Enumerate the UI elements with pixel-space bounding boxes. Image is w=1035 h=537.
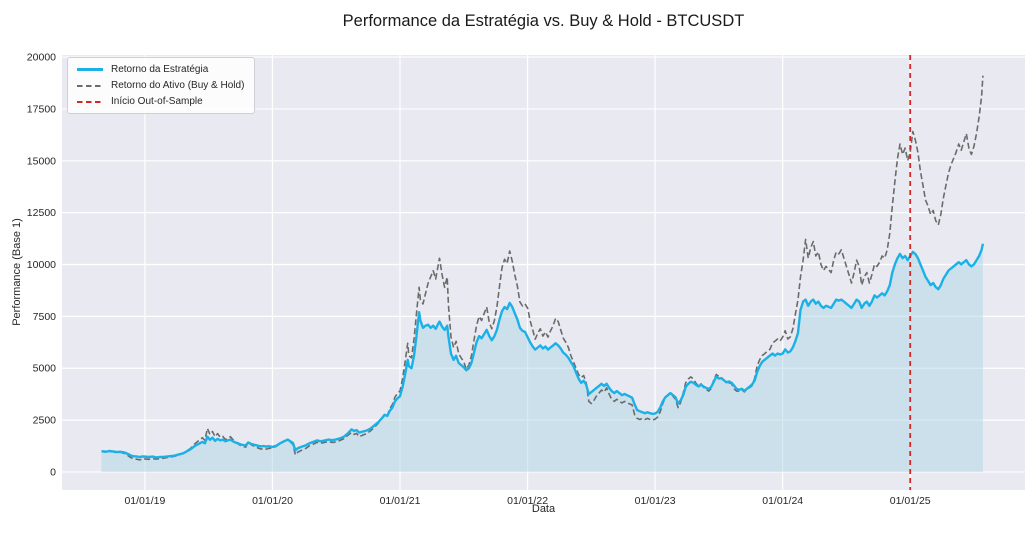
y-tick-label: 2500 [33,415,57,427]
chart-title: Performance da Estratégia vs. Buy & Hold… [342,12,745,30]
legend-item-strategy: Retorno da Estratégia [77,64,244,75]
y-tick-label: 7500 [33,311,57,323]
asset-line-sample-icon [77,84,103,87]
strategy-line-sample-icon [77,68,103,71]
y-tick-label: 15000 [27,155,56,167]
y-tick-label: 0 [50,467,56,479]
x-tick-label: 01/01/24 [762,495,803,507]
oos-line-sample-icon [77,100,103,103]
tick-labels: 01/01/19 01/01/20 01/01/21 01/01/22 01/01/23… [27,52,931,507]
legend-item-oos: Início Out-of-Sample [77,96,244,107]
y-tick-label: 12500 [27,207,56,219]
legend-item-asset: Retorno do Ativo (Buy & Hold) [77,80,244,91]
x-axis-label: Data [531,503,556,515]
y-tick-label: 5000 [33,363,57,375]
y-tick-label: 17500 [27,103,56,115]
legend: Retorno da Estratégia Retorno do Ativo (… [67,57,256,114]
legend-label-oos: Início Out-of-Sample [111,96,203,107]
x-tick-label: 01/01/22 [507,495,548,507]
x-tick-label: 01/01/20 [252,495,293,507]
y-tick-label: 20000 [27,52,56,64]
x-tick-label: 01/01/21 [380,495,421,507]
legend-label-strategy: Retorno da Estratégia [111,64,209,75]
asset-line [101,75,984,461]
y-tick-label: 10000 [27,259,56,271]
strategy-line [101,243,985,459]
x-tick-label: 01/01/25 [890,495,931,507]
x-tick-label: 01/01/19 [124,495,165,507]
strategy-area-fill [101,243,983,472]
y-axis-label: Performance (Base 1) [11,218,23,326]
x-tick-label: 01/01/23 [635,495,676,507]
legend-label-asset: Retorno do Ativo (Buy & Hold) [111,80,245,91]
